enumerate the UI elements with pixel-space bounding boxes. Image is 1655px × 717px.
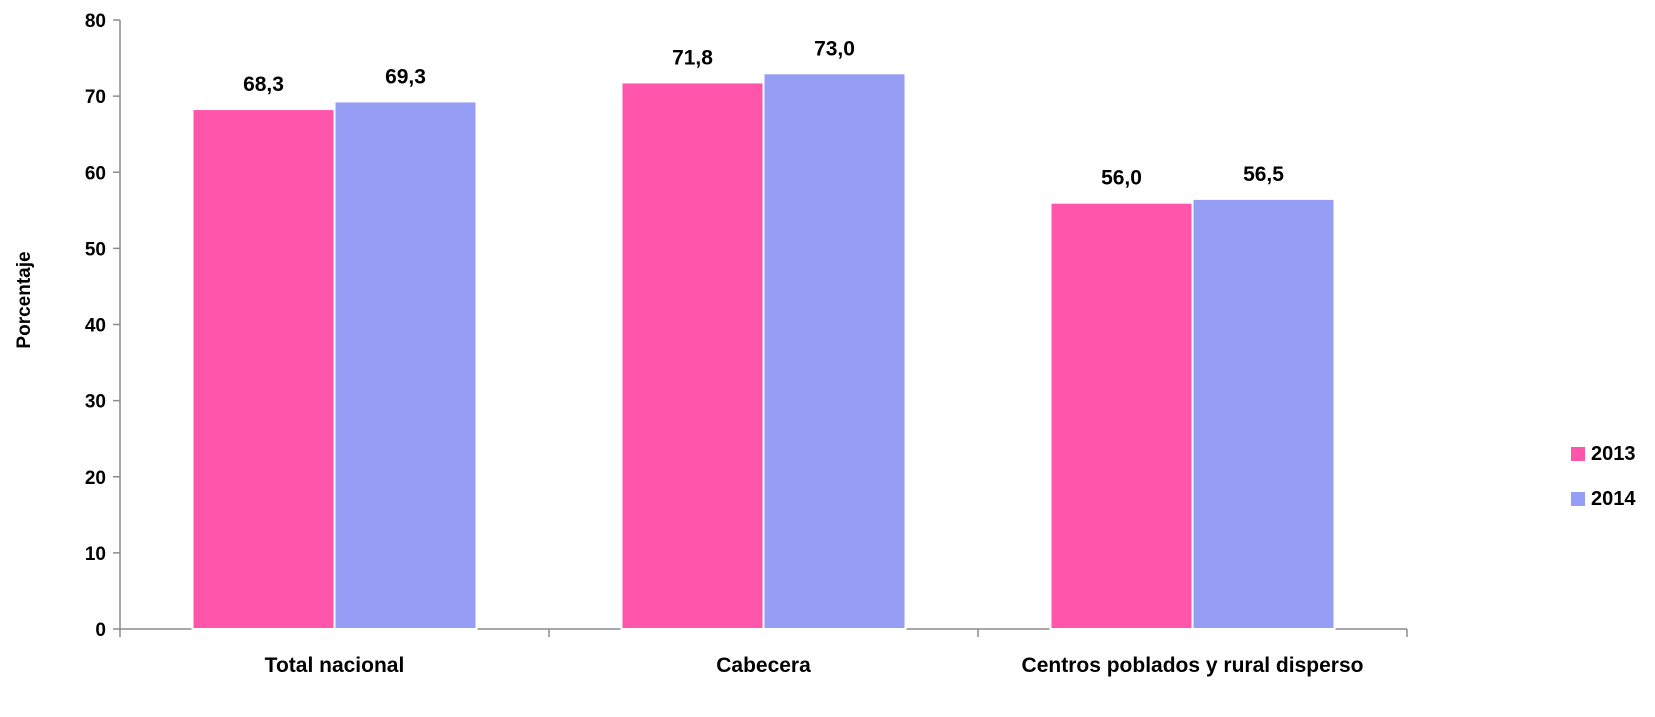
bar-2014-0 [333,100,478,631]
y-tick-label: 60 [85,163,106,184]
y-tick-label: 40 [85,316,106,337]
data-labels: 68,3 69,3 71,8 73,0 56,0 56,5 [243,37,1284,189]
x-category-label: Centros poblados y rural disperso [1022,654,1364,677]
bars [191,72,1336,631]
bar-2013-2 [1049,201,1194,630]
x-category-label: Total nacional [265,654,405,677]
y-axis-title: Porcentaje [14,251,35,348]
legend-swatch-2014 [1571,492,1585,506]
data-label: 73,0 [814,37,855,60]
y-tick-label: 70 [85,87,106,108]
data-label: 71,8 [672,46,713,69]
legend-swatch-2013 [1571,447,1585,461]
y-tick-label: 80 [85,11,106,32]
legend: 2013 2014 [1571,443,1636,510]
bar-2013-0 [191,108,336,631]
data-label: 56,5 [1243,163,1284,186]
data-label: 69,3 [385,65,426,88]
y-tick-label: 20 [85,468,106,489]
y-tick-label: 50 [85,239,106,260]
y-tick-label: 10 [85,544,106,565]
legend-label: 2014 [1591,488,1636,510]
legend-label: 2013 [1591,443,1636,465]
y-tick-label: 0 [95,620,106,641]
data-label: 68,3 [243,73,284,96]
y-axis: 0 10 20 30 40 50 60 70 80 [85,11,121,641]
x-category-label: Cabecera [716,654,811,677]
bar-2013-1 [620,81,765,631]
x-axis: Total nacional Cabecera Centros poblados y… [119,628,1408,677]
bar-2014-1 [762,72,907,631]
data-label: 56,0 [1101,167,1142,190]
y-tick-label: 30 [85,392,106,413]
bar-2014-2 [1191,197,1336,631]
